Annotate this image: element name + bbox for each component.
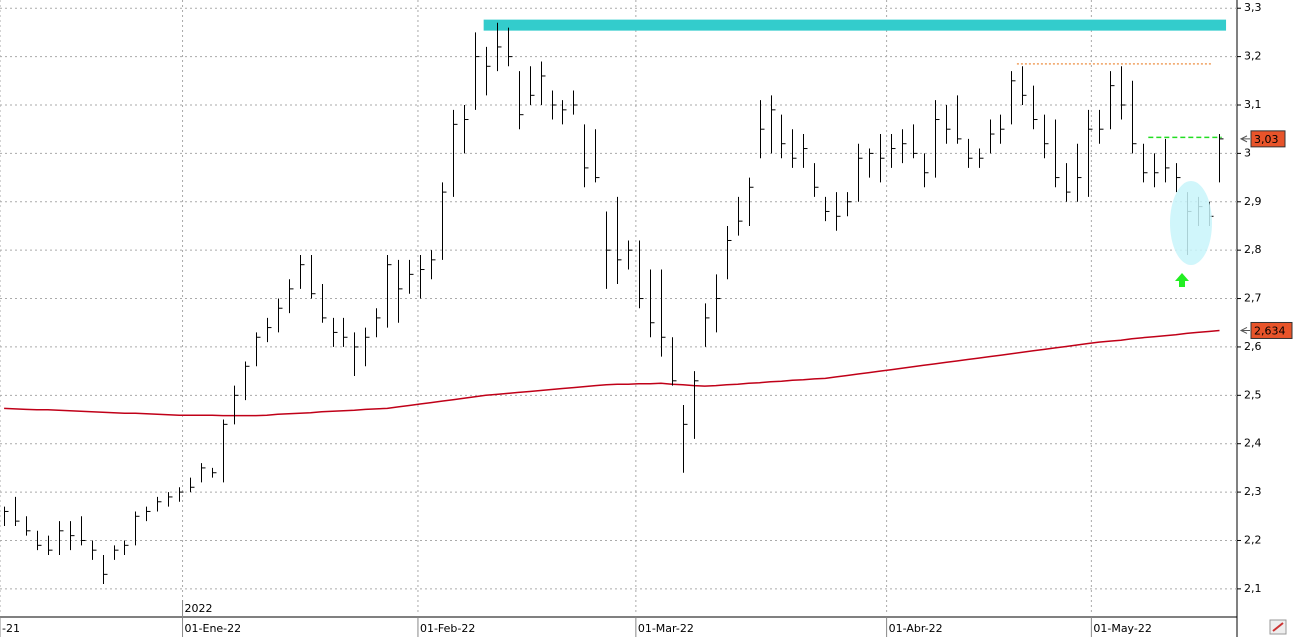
moving-average-line [4,329,1220,417]
y-tick-label: 3,2 [1244,50,1262,63]
x-tick-label: 01-May-22 [1093,622,1151,635]
price-label: 3,03 [1254,133,1279,146]
price-pointer [1239,135,1250,143]
y-tick-label: 2,6 [1244,340,1262,353]
y-tick-label: 2,4 [1244,437,1262,450]
y-tick-label: 3,3 [1244,1,1262,14]
y-tick-label: 2,9 [1244,195,1262,208]
price-pointer [1239,327,1250,334]
x-tick-label: -21 [2,622,20,635]
x-tick-label: 01-Feb-22 [420,622,475,635]
price-box [1250,130,1286,148]
y-tick-label: 2,3 [1244,485,1262,498]
y-tick-label: 3 [1244,146,1251,159]
highlight-ellipse [1170,181,1212,265]
plot [0,0,1237,615]
y-tick-label: 2,5 [1244,388,1262,401]
price-label: 2,634 [1254,324,1286,337]
x-tick-label: 01-Mar-22 [638,622,694,635]
x-tick-label: 01-Ene-22 [185,622,242,635]
y-tick-label: 2,8 [1244,243,1262,256]
x-tick-label: 01-Abr-22 [889,622,943,635]
y-tick-label: 2,7 [1244,292,1262,305]
y-tick-label: 2,2 [1244,533,1262,546]
up-arrow [1175,273,1189,287]
y-tick-label: 3,1 [1244,98,1262,111]
y-tick-label: 2,1 [1244,582,1262,595]
corner-icon [1269,619,1287,635]
year-label: 2022 [185,602,213,615]
price-box [1250,321,1293,339]
